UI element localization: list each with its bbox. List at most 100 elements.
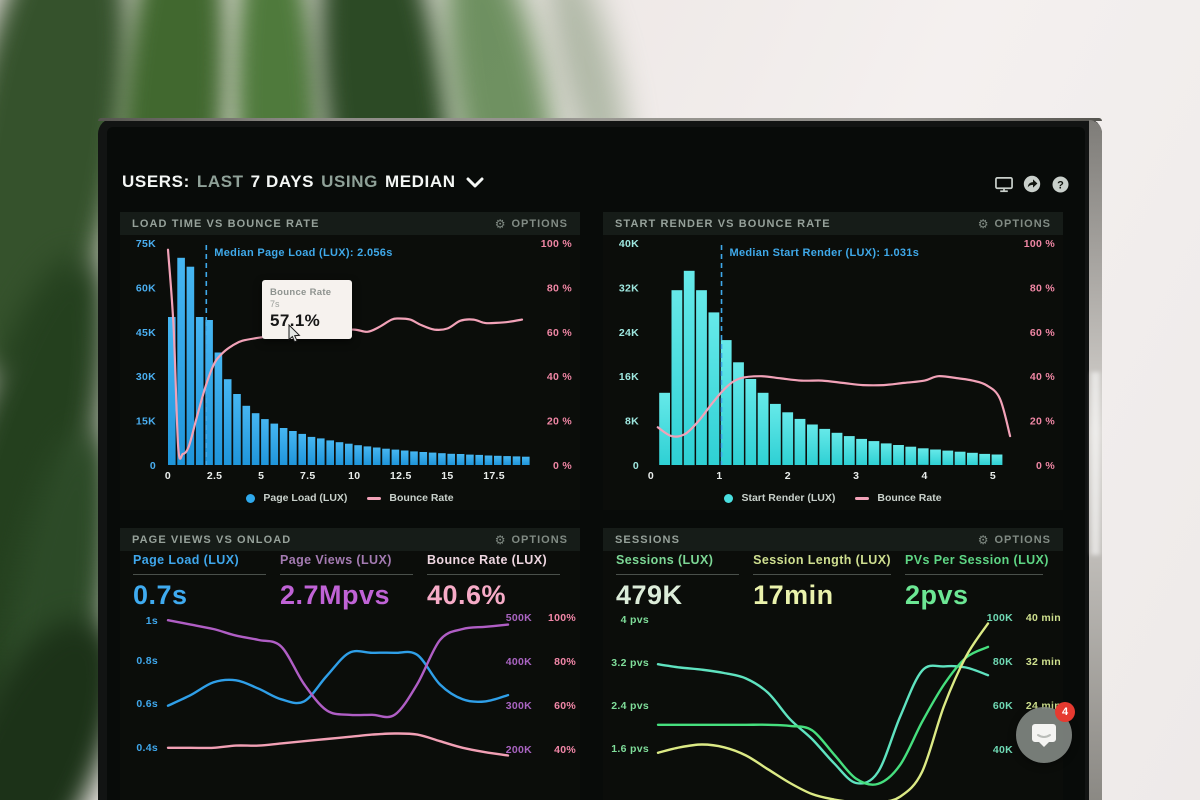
notification-badge: 4 <box>1055 702 1075 722</box>
stat-label: Session Length (LUX) <box>753 553 891 567</box>
axis-label: 2.4 pvs <box>611 700 649 712</box>
laptop: USERS: LAST 7 DAYS USING MEDIAN ? 0 15K 30K 45K… <box>98 118 1102 800</box>
legend-line[interactable] <box>367 496 382 500</box>
stat-label: Sessions (LUX) <box>616 553 714 567</box>
axis-label: 16K <box>619 371 639 383</box>
axis-label: 30K <box>136 371 156 383</box>
help-icon[interactable]: ? <box>1051 175 1069 193</box>
options-button[interactable]: ⚙ OPTIONS <box>494 216 568 231</box>
laptop-screen: USERS: LAST 7 DAYS USING MEDIAN ? 0 15K 30K 45K… <box>107 127 1085 800</box>
panel-sessions: 4 pvs 3.2 pvs 2.4 pvs 1.6 pvs 100K 80K 60K 40K 4… <box>603 528 1063 800</box>
legend-label[interactable]: Page Load (LUX) <box>263 492 348 504</box>
axis-label: 80K <box>993 656 1013 668</box>
legend-label[interactable]: Start Render (LUX) <box>741 492 836 504</box>
legend-line[interactable] <box>855 496 870 500</box>
stat-sessions: Sessions (LUX) 479K <box>616 553 753 611</box>
panel-title: PAGE VIEWS VS ONLOAD <box>132 533 292 546</box>
stat-page-load: Page Load (LUX) 0.7s <box>133 553 280 611</box>
axis-label: 0.8s <box>136 655 158 667</box>
axis-label: 45K <box>136 327 156 339</box>
panel-header: PAGE VIEWS VS ONLOAD ⚙ OPTIONS <box>120 528 580 551</box>
chat-bubble-icon <box>1030 723 1058 753</box>
stat-underline <box>427 574 560 575</box>
axis-label: 0.6s <box>136 698 158 710</box>
tooltip-x-value: 7s <box>270 299 280 309</box>
axis-label: 1 <box>716 470 722 482</box>
stat-underline <box>133 574 266 575</box>
panel-title: LOAD TIME VS BOUNCE RATE <box>132 217 320 230</box>
stat-value: 0.7s <box>133 580 188 610</box>
legend-dot[interactable] <box>724 493 734 503</box>
panel-header: SESSIONS ⚙ OPTIONS <box>603 528 1063 551</box>
page-views-chart[interactable]: 1s 0.8s 0.6s 0.4s 500K 400K 300K 200K 100% 80% 60%… <box>120 528 580 800</box>
axis-label: 0 <box>633 460 639 472</box>
mouse-cursor <box>288 324 301 343</box>
axis-label: 7.5 <box>300 470 316 482</box>
header-icons: ? <box>995 175 1069 193</box>
title-segment: USING <box>321 172 378 191</box>
tooltip-value: 57.1% <box>270 311 321 330</box>
axis-label: 0 % <box>1036 460 1055 472</box>
display-icon[interactable] <box>995 175 1013 193</box>
legend-label[interactable]: Bounce Rate <box>877 492 942 504</box>
chart-legend: Start Render (LUX) Bounce Rate <box>603 492 1063 504</box>
panel-page-views-vs-onload: 1s 0.8s 0.6s 0.4s 500K 400K 300K 200K 100% 80% 60%… <box>120 528 580 800</box>
stat-bounce-rate: Bounce Rate (LUX) 40.6% <box>427 553 574 611</box>
users-filter-dropdown[interactable]: USERS: LAST 7 DAYS USING MEDIAN <box>122 172 484 192</box>
axis-label: 40 % <box>1030 371 1055 383</box>
axis-label: 1.6 pvs <box>611 743 649 755</box>
axis-label: 0 <box>150 460 156 472</box>
stat-underline <box>753 574 891 575</box>
axis-label: 100 % <box>541 238 573 250</box>
stat-value: 17min <box>753 580 834 610</box>
legend-dot[interactable] <box>246 493 256 503</box>
axis-label: 4 pvs <box>621 614 649 626</box>
stat-label: Page Load (LUX) <box>133 553 240 567</box>
axis-label: 24K <box>619 327 639 339</box>
legend-label[interactable]: Bounce Rate <box>389 492 454 504</box>
axis-label: 5 <box>258 470 264 482</box>
title-segment: MEDIAN <box>384 172 456 191</box>
stat-value: 40.6% <box>427 580 507 610</box>
axis-label: 0 <box>165 470 171 482</box>
chat-widget-button[interactable]: 4 <box>1016 702 1075 763</box>
axis-label: 60K <box>993 700 1013 712</box>
gear-icon: ⚙ <box>494 532 507 547</box>
stat-label: Bounce Rate (LUX) <box>427 553 548 567</box>
axis-label: 60K <box>136 282 156 294</box>
axis-label: 1s <box>146 615 158 627</box>
axis-label: 100 % <box>1024 238 1056 250</box>
axis-label: 4 <box>922 470 928 482</box>
stat-value: 2pvs <box>905 580 969 610</box>
axis-label: 60% <box>554 700 576 712</box>
stat-underline <box>905 574 1043 575</box>
axis-label: Median Start Render (LUX): 1.031s <box>730 247 920 259</box>
tooltip-series: Bounce Rate <box>270 287 332 298</box>
axis-label: 20 % <box>1030 416 1055 428</box>
axis-label: 0 <box>648 470 654 482</box>
panel-load-time-vs-bounce-rate: 0 15K 30K 45K 60K 75K 0 % 20 % 40 % 60 % 80 % 100 %… <box>120 212 580 510</box>
axis-label: 40 % <box>547 371 572 383</box>
share-icon[interactable] <box>1023 175 1041 193</box>
axis-label: 40K <box>619 238 639 250</box>
axis-label: Median Page Load (LUX): 2.056s <box>214 247 392 259</box>
panel-title: SESSIONS <box>615 533 681 546</box>
axis-label: 3.2 pvs <box>611 657 649 669</box>
title-segment: LAST <box>196 172 244 191</box>
start-render-chart[interactable]: 0 8K 16K 24K 32K 40K 0 % 20 % 40 % 60 % 80 % 100 % 0… <box>603 212 1063 510</box>
axis-label: 80 % <box>1030 282 1055 294</box>
load-time-chart[interactable]: 0 15K 30K 45K 60K 75K 0 % 20 % 40 % 60 % 80 % 100 %… <box>120 212 580 510</box>
stat-pvs-per-session: PVs Per Session (LUX) 2pvs <box>905 553 1057 611</box>
options-button[interactable]: ⚙ OPTIONS <box>977 216 1051 231</box>
sessions-chart[interactable]: 4 pvs 3.2 pvs 2.4 pvs 1.6 pvs 100K 80K 60K 40K 4… <box>603 528 1063 800</box>
panel-header: START RENDER VS BOUNCE RATE ⚙ OPTIONS <box>603 212 1063 235</box>
axis-label: 75K <box>136 238 156 250</box>
axis-label: 400K <box>506 656 532 668</box>
axis-label: 2.5 <box>207 470 223 482</box>
axis-label: 32K <box>619 282 639 294</box>
panel-title: START RENDER VS BOUNCE RATE <box>615 217 831 230</box>
axis-label: 80% <box>554 656 576 668</box>
options-button[interactable]: ⚙ OPTIONS <box>977 532 1051 547</box>
stat-value: 479K <box>616 580 683 610</box>
options-button[interactable]: ⚙ OPTIONS <box>494 532 568 547</box>
